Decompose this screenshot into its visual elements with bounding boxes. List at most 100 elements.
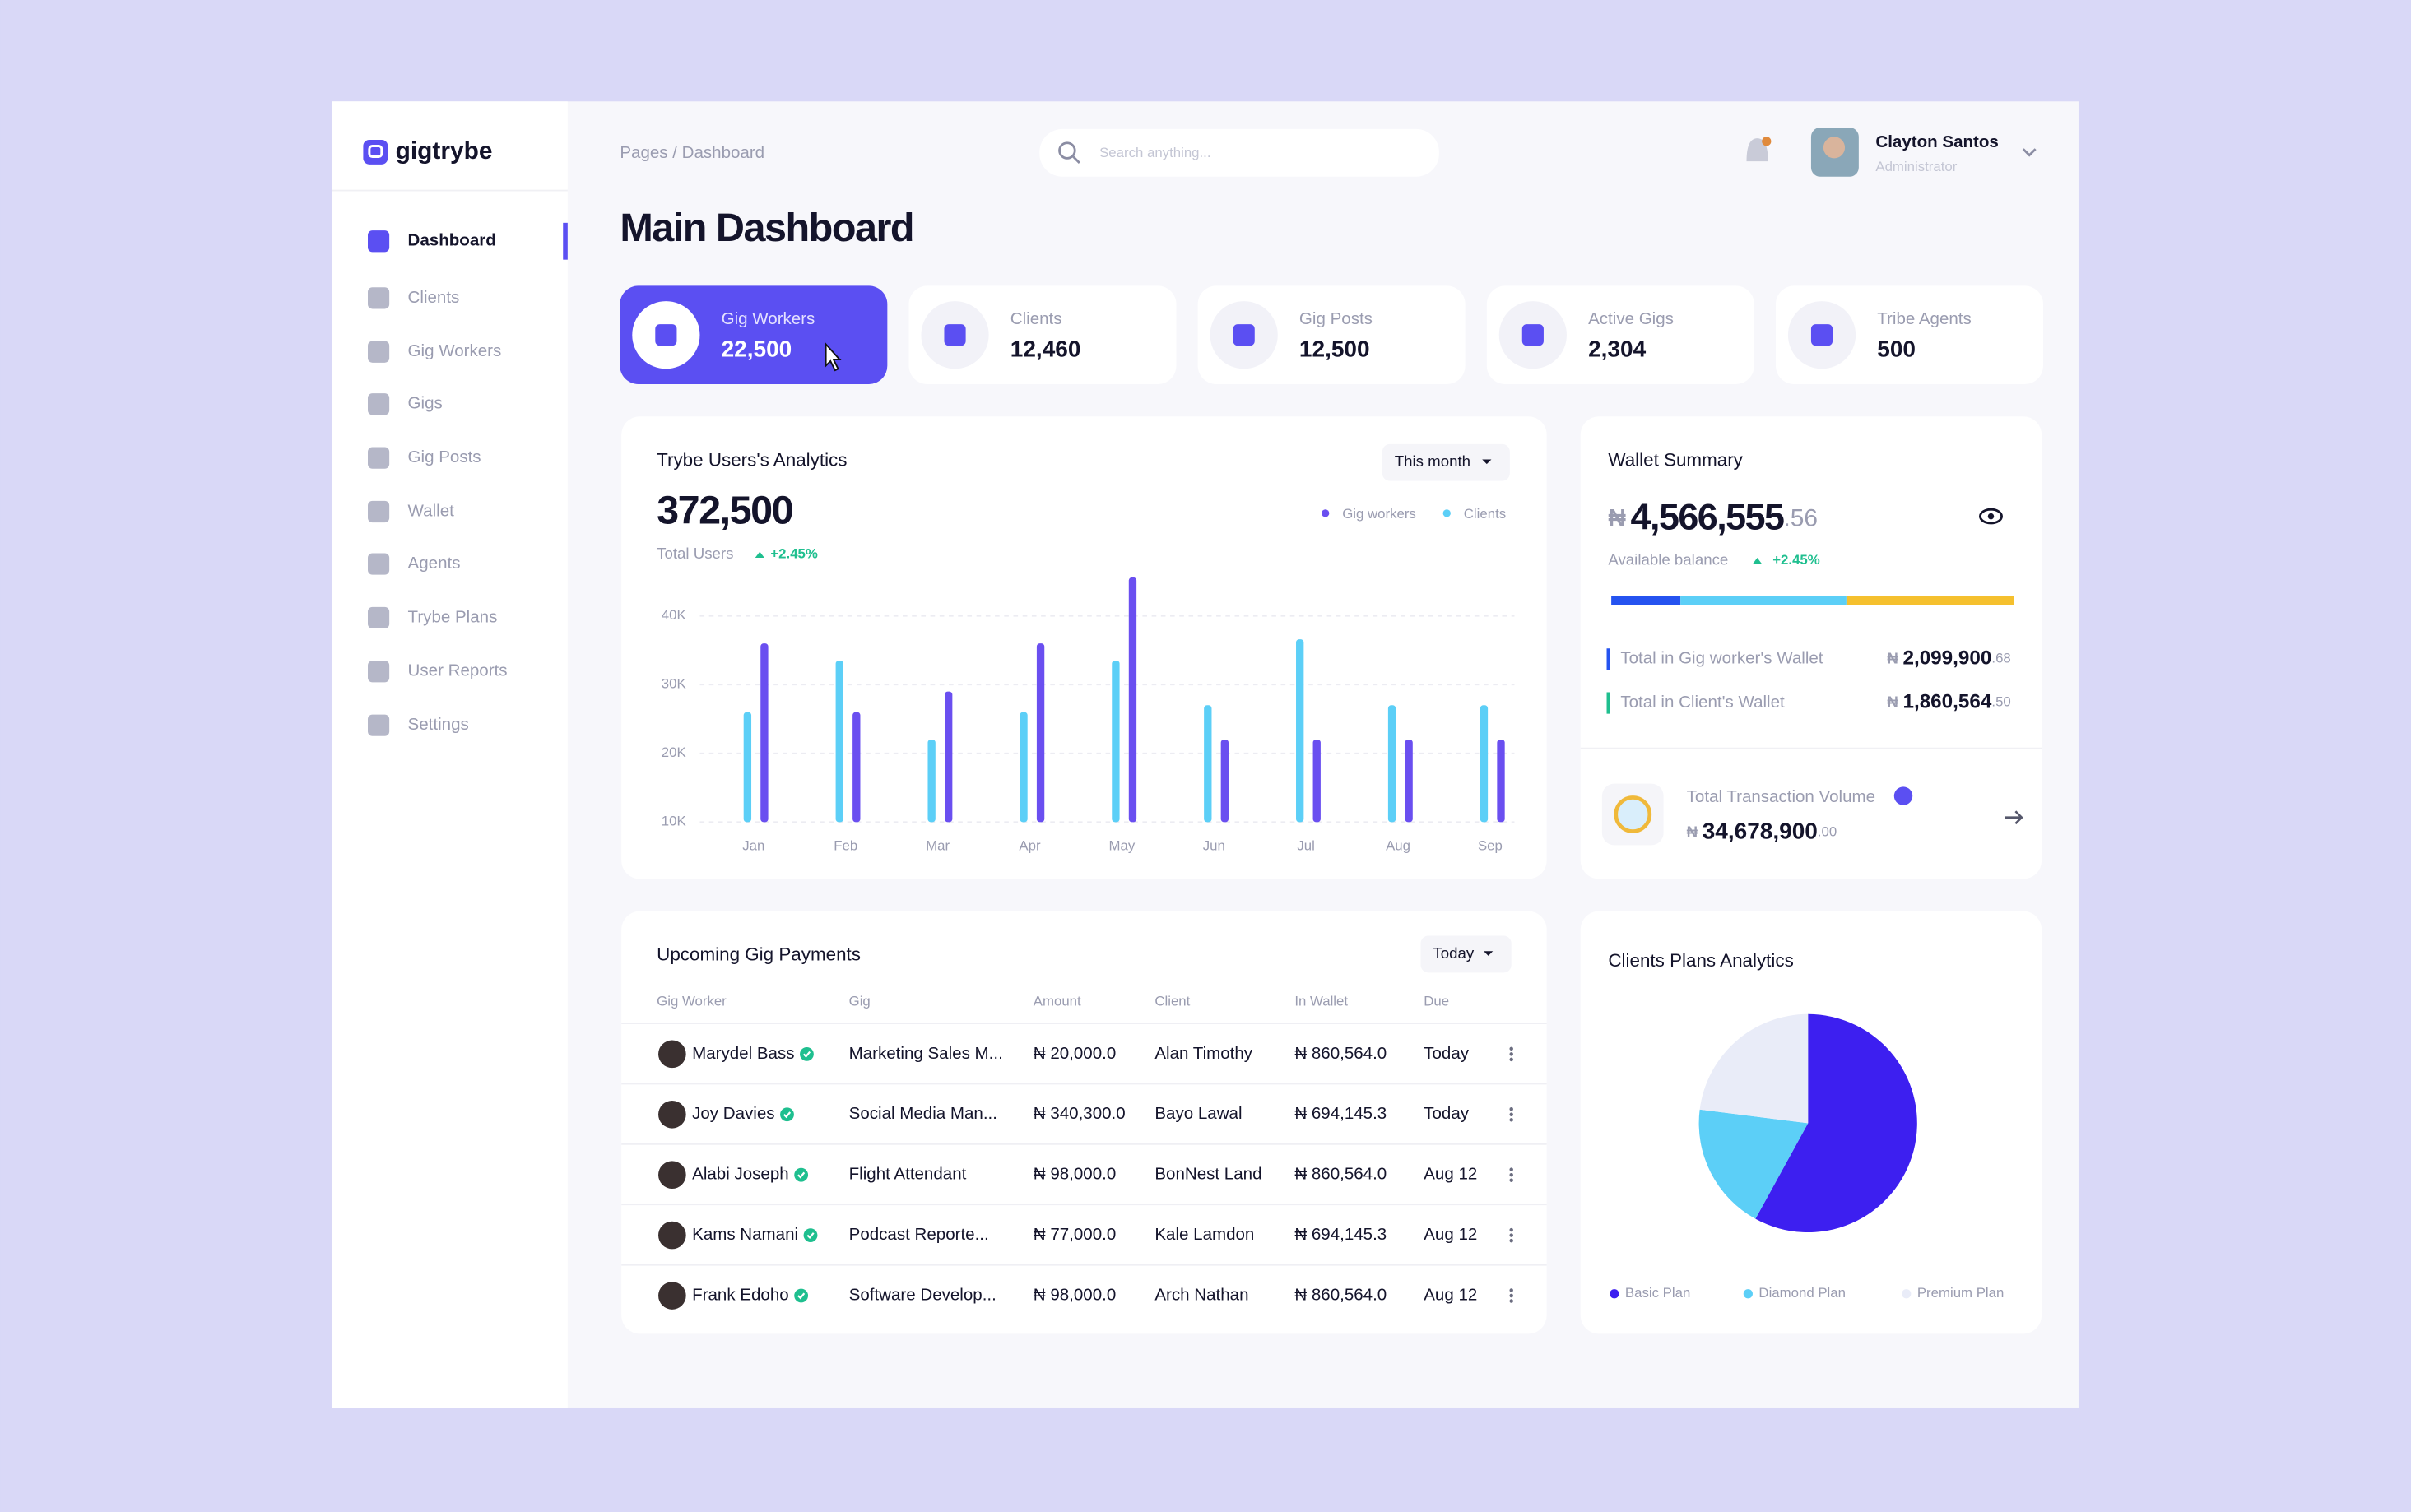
nav-item[interactable]: Settings [408,715,469,734]
wallet-row-marker [1606,692,1610,714]
logo-icon-inner [368,144,383,159]
nav-item[interactable]: Clients [408,288,460,307]
nav-item[interactable]: Trybe Plans [408,607,498,626]
nav-item[interactable]: Wallet [408,501,455,520]
x-tick-label: Sep [1478,838,1503,854]
nav-item[interactable]: Agents [408,554,461,573]
verified-check [797,1292,806,1300]
payments-card [621,911,1547,1334]
volume-arrow[interactable] [2005,810,2023,825]
wallet-row-label: Total in Client's Wallet [1620,693,1785,712]
column-header: Amount [1034,993,1081,1009]
eye-icon[interactable] [1979,508,2003,525]
bar [945,691,953,823]
table-cell: Joy Davies [692,1104,774,1123]
legend-label[interactable]: Gig workers [1342,506,1416,522]
filter-label: This month [1395,452,1470,470]
table-cell: Marketing Sales M... [849,1044,1003,1063]
bar [927,740,936,823]
card-title: Upcoming Gig Payments [657,944,861,965]
table-cell: ₦ 20,000.0 [1034,1044,1116,1063]
table-cell: Alan Timothy [1154,1044,1252,1063]
stat-value: 22,500 [722,336,792,361]
nav-item[interactable]: Gig Workers [408,341,502,360]
user-menu-chevron[interactable] [2022,148,2037,157]
bar [1020,712,1028,823]
filter-label: Today [1433,944,1474,962]
x-tick-label: Apr [1019,838,1041,854]
column-header: Due [1424,993,1449,1009]
table-cell: ₦ 694,145.3 [1294,1104,1387,1123]
row-menu-dot [1509,1106,1513,1111]
sidebar [332,101,568,1408]
verified-check [802,1051,811,1058]
x-tick-label: Feb [834,838,857,854]
legend-label: Premium Plan [1917,1285,2004,1301]
nav-item[interactable]: Gigs [408,394,443,413]
row-menu-dot [1509,1167,1513,1171]
change-arrow [755,551,764,559]
table-cell: Marydel Bass [692,1044,794,1063]
bar [760,643,769,823]
legend-dot [1610,1289,1619,1299]
table-cell: ₦ 860,564.0 [1294,1165,1387,1184]
currency: ₦ [1887,649,1898,666]
fraction: .56 [1783,504,1818,531]
legend-label[interactable]: Clients [1464,506,1506,522]
table-cell: ₦ 77,000.0 [1034,1225,1116,1244]
amount: 4,566,555 [1631,496,1784,537]
bar [743,712,752,823]
table-cell: Alabi Joseph [692,1165,789,1184]
nav-item[interactable]: User Reports [408,661,508,680]
nav-icon [368,230,390,253]
stat-value: 12,500 [1299,336,1370,361]
bar [1128,577,1137,823]
notification-bell[interactable] [1746,138,1768,162]
x-tick-label: Jan [742,838,764,854]
table-cell: Frank Edoho [692,1285,789,1304]
row-menu-dot [1509,1299,1513,1303]
table-cell: ₦ 98,000.0 [1034,1285,1116,1304]
currency: ₦ [1608,504,1626,531]
filter-button[interactable] [1382,443,1510,481]
nav-item[interactable]: Dashboard [408,231,496,250]
stat-label: Clients [1010,309,1062,328]
table-cell: Kams Namani [692,1225,798,1244]
card-title: Wallet Summary [1608,449,1743,470]
verified-check [806,1232,815,1240]
row-menu-dot [1509,1172,1513,1177]
eye-pupil [1987,513,1995,520]
search-box[interactable] [1039,128,1439,177]
row-menu-dot [1509,1238,1513,1243]
stat-label: Tribe Agents [1877,309,1972,328]
worker-avatar [658,1161,686,1189]
bar [1480,705,1489,823]
wallet-row-marker [1606,648,1610,670]
amount: 2,099,900 [1902,647,1991,670]
row-menu-dot [1509,1293,1513,1298]
volume-icon [1614,795,1652,833]
row-menu-dot [1509,1233,1513,1237]
nav-active-indicator [563,222,568,260]
table-cell: ₦ 860,564.0 [1294,1285,1387,1304]
x-tick-label: Aug [1386,838,1410,854]
info-icon [1893,786,1913,805]
nav-item[interactable]: Gig Posts [408,448,481,466]
stat-label: Gig Workers [722,309,815,328]
row-menu-dot [1509,1046,1513,1051]
column-header: Client [1154,993,1190,1009]
nav-icon [368,341,390,363]
filter-caret [1482,459,1492,465]
row-menu-dot [1509,1118,1513,1122]
worker-avatar [658,1282,686,1310]
column-header: Gig Worker [657,993,727,1009]
row-menu-dot [1509,1112,1513,1117]
bar [1220,740,1229,823]
worker-avatar [658,1040,686,1069]
filter-button[interactable] [1420,935,1512,973]
user-name: Clayton Santos [1875,132,1998,151]
pie-slice [1755,1013,1917,1233]
table-cell: Today [1424,1044,1470,1063]
change-arrow [1752,558,1763,564]
